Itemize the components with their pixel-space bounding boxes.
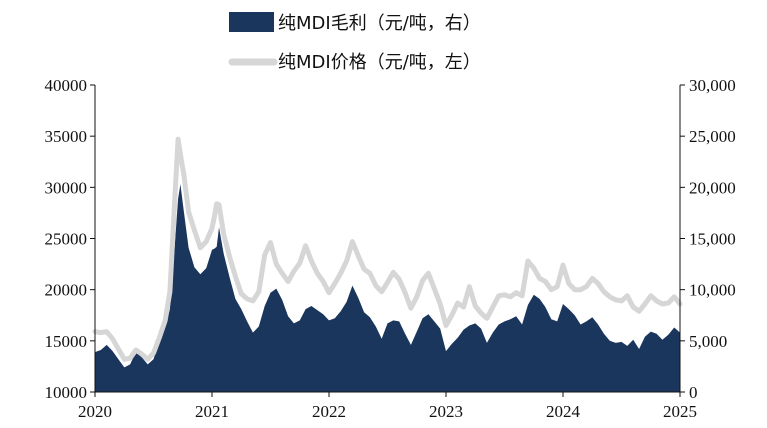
left-tick-label: 30000: [45, 178, 88, 197]
right-tick-label: 10,000: [689, 281, 736, 300]
x-tick-label: 2024: [546, 402, 581, 421]
left-tick-label: 15000: [45, 332, 88, 351]
left-tick-label: 40000: [45, 76, 88, 95]
right-tick-label: 0: [689, 383, 698, 402]
left-tick-label: 35000: [45, 127, 88, 146]
right-tick-label: 15,000: [689, 230, 736, 249]
x-tick-label: 2025: [663, 402, 697, 421]
x-tick-label: 2021: [195, 402, 229, 421]
legend: 纯MDI毛利（元/吨，右） 纯MDI价格（元/吨，左）: [228, 12, 481, 73]
x-tick-label: 2023: [429, 402, 463, 421]
x-axis-ticks: 2020 2021 2022 2023 2024 2025: [78, 392, 697, 421]
left-tick-label: 25000: [45, 230, 88, 249]
right-tick-label: 5,000: [689, 332, 727, 351]
right-tick-label: 25,000: [689, 127, 736, 146]
right-tick-label: 30,000: [689, 76, 736, 95]
legend-label-price: 纯MDI价格（元/吨，左）: [278, 52, 481, 73]
series-area-margin: [95, 184, 680, 392]
series-line-price: [92, 136, 683, 362]
x-tick-label: 2020: [78, 402, 112, 421]
left-axis-ticks: 10000 15000 20000 25000 30000 35000 40000: [45, 76, 95, 402]
legend-swatch-margin: [229, 12, 274, 32]
left-tick-label: 20000: [45, 281, 88, 300]
plot-area: [92, 136, 683, 392]
legend-label-margin: 纯MDI毛利（元/吨，右）: [278, 13, 481, 34]
x-tick-label: 2022: [312, 402, 346, 421]
right-axis-ticks: 0 5,000 10,000 15,000 20,000 25,000 30,000: [680, 76, 736, 402]
left-tick-label: 10000: [45, 383, 88, 402]
right-tick-label: 20,000: [689, 178, 736, 197]
